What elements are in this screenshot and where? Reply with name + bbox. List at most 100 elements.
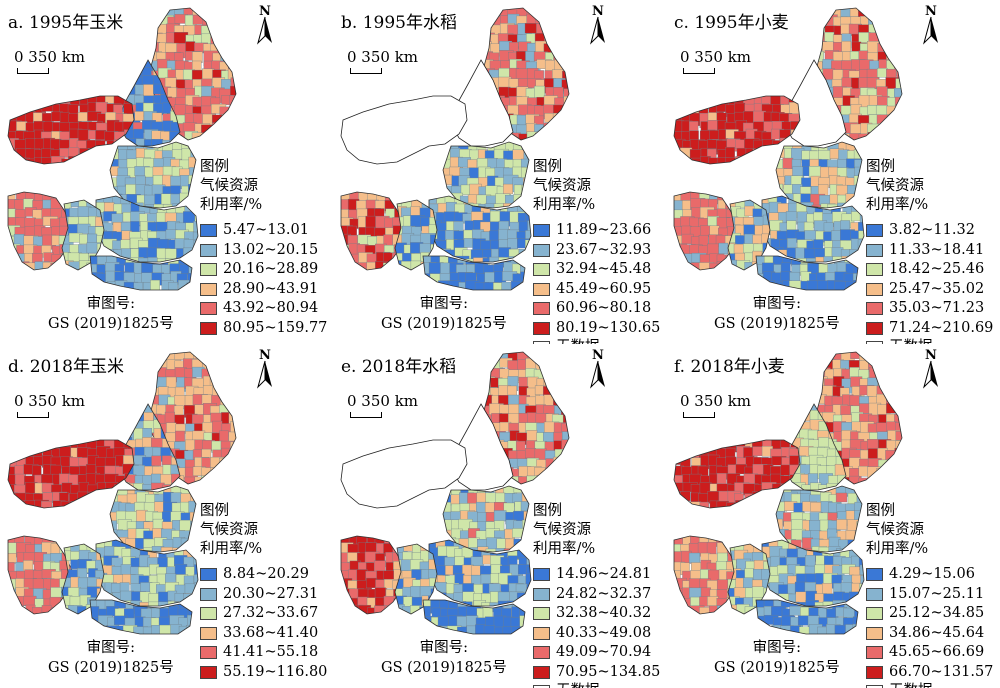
county-cell [147,257,158,262]
county-cell [51,254,66,267]
county-cell [186,282,192,290]
county-cell [858,556,864,571]
county-cell [735,536,738,545]
county-cell [896,386,902,396]
county-cell [96,155,112,164]
county-cell [434,582,447,593]
county-cell [59,536,72,547]
county-cell [24,500,37,508]
county-cell [483,625,496,634]
county-cell [894,23,902,38]
region-boundary [761,539,865,607]
county-cell [497,600,509,606]
legend-swatch [200,665,217,679]
county-cell [682,262,694,270]
county-cell [887,24,899,38]
legend: 图例 气候资源 利用率/% 14.96~24.81 24.82~32.37 32.38~4… [533,502,660,688]
legend-entry: 32.94~45.48 [533,260,660,280]
legend-label: 45.49~60.95 [556,280,652,297]
county-cell [563,131,569,140]
county-cell [797,258,811,262]
county-cell [674,96,688,103]
legend-title: 气候资源 [200,178,258,194]
county-cell [68,156,79,164]
county-cell [801,177,812,187]
legend-label: 3.82~11.32 [889,222,975,239]
legend-entry: 25.47~35.02 [866,280,993,300]
county-cell [219,133,232,140]
north-arrow-icon: N [916,347,946,389]
legend-entry: 43.92~80.94 [200,299,327,319]
svg-text:N: N [925,4,937,19]
county-cell [8,148,16,159]
legend-entry-no-data: 无数据 [533,682,660,688]
county-cell [869,477,883,484]
legend-entry: 49.09~70.94 [533,643,660,663]
legend-entry: 20.16~28.89 [200,260,327,280]
legend-swatch [533,263,550,277]
county-cell [166,422,177,433]
scale-label: 0 350 km [680,392,752,410]
county-cell [485,548,500,552]
county-cell [756,626,766,634]
county-cell [520,282,525,290]
legend-label: 27.32~33.67 [223,605,319,622]
county-cell [896,467,902,483]
county-cell [153,203,169,208]
county-cell [211,359,227,375]
county-cell [174,564,188,575]
county-cell [493,510,507,522]
county-cell [674,595,685,608]
legend-entry: 80.95~159.77 [200,319,327,339]
county-cell [484,203,499,208]
county-cell [852,273,858,284]
county-cell [133,282,144,290]
county-cell [886,378,899,389]
county-cell [841,40,852,52]
county-cell [700,96,712,109]
county-cell [680,502,693,508]
legend-label: 4.29~15.06 [889,566,975,583]
region-boundary [442,141,530,209]
county-cell [877,14,891,25]
county-cell [822,601,835,606]
county-cell [515,68,528,80]
county-cell [561,42,569,57]
county-cell [522,530,529,543]
legend-label: 71.24~210.69 [889,319,994,336]
legend-swatch [533,607,550,621]
county-cell [806,280,818,290]
legend-label: 11.33~18.41 [889,241,985,258]
county-cell [801,484,815,490]
county-cell [841,77,852,88]
county-cell [179,192,192,208]
county-cell [16,121,28,131]
county-cell [718,242,729,255]
county-cell [483,16,491,30]
county-cell [209,132,220,140]
scale-bar [350,412,382,418]
region-boundary [673,439,801,509]
county-cell [561,439,569,454]
county-cell [59,112,70,124]
county-cell [563,123,569,135]
county-cell [855,538,862,552]
map-approval-number: 审图号: GS (2019)1825号 [381,294,507,334]
county-cell [867,132,880,140]
county-cell [818,546,830,552]
county-cell [689,440,705,449]
county-cell [560,15,569,26]
legend-label: 14.96~24.81 [556,566,652,583]
county-cell [690,536,701,544]
county-cell [814,602,825,606]
county-cell [563,96,569,107]
county-cell [34,440,48,450]
legend-label: 35.03~71.23 [889,300,985,317]
county-cell [552,123,568,136]
county-cell [886,475,901,484]
county-cell [59,446,72,458]
legend-swatch [866,646,883,660]
county-cell [105,482,118,497]
county-cell [219,457,230,472]
county-cell [688,121,699,131]
